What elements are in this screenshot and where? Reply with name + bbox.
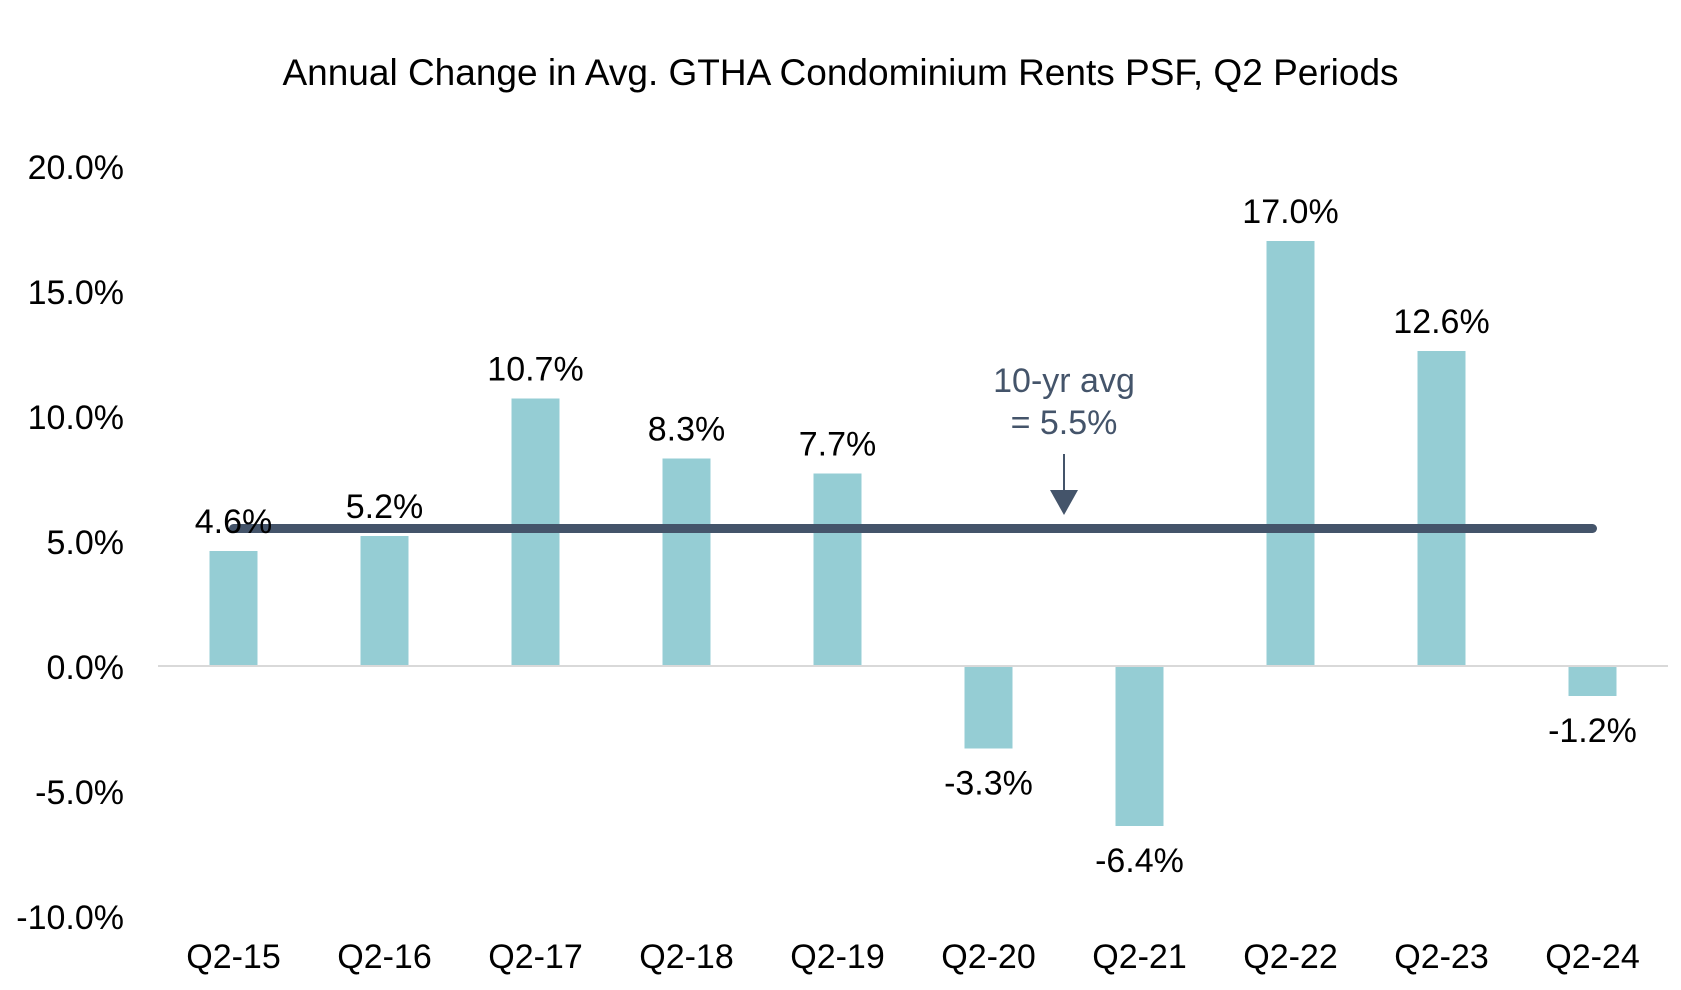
bar bbox=[662, 458, 711, 666]
data-label: -3.3% bbox=[944, 765, 1033, 803]
data-label: 7.7% bbox=[799, 426, 877, 464]
data-label: -6.4% bbox=[1095, 842, 1184, 880]
y-tick-label: 20.0% bbox=[28, 149, 124, 187]
y-tick-label: 5.0% bbox=[47, 524, 125, 562]
x-tick-label: Q2-20 bbox=[941, 938, 1036, 976]
bar bbox=[209, 551, 258, 666]
bar bbox=[1266, 241, 1315, 666]
data-label: 5.2% bbox=[346, 488, 424, 526]
annotation-arrow-head bbox=[1050, 490, 1078, 515]
bar bbox=[964, 666, 1013, 749]
x-tick-label: Q2-16 bbox=[337, 938, 432, 976]
bar bbox=[813, 473, 862, 666]
data-label: 4.6% bbox=[195, 503, 273, 541]
x-tick-label: Q2-21 bbox=[1092, 938, 1187, 976]
bar bbox=[1417, 351, 1466, 666]
data-label: 10.7% bbox=[487, 351, 583, 389]
chart-title: Annual Change in Avg. GTHA Condominium R… bbox=[282, 52, 1399, 93]
x-tick-label: Q2-23 bbox=[1394, 938, 1489, 976]
y-tick-label: -5.0% bbox=[35, 774, 124, 812]
data-label: 12.6% bbox=[1393, 303, 1489, 341]
x-tick-label: Q2-22 bbox=[1243, 938, 1338, 976]
bar bbox=[360, 536, 409, 666]
y-tick-label: 15.0% bbox=[28, 274, 124, 312]
bar bbox=[1115, 666, 1164, 826]
x-tick-label: Q2-19 bbox=[790, 938, 885, 976]
bar bbox=[1568, 666, 1617, 696]
x-tick-label: Q2-18 bbox=[639, 938, 734, 976]
data-label: -1.2% bbox=[1548, 712, 1637, 750]
y-tick-label: 10.0% bbox=[28, 399, 124, 437]
x-tick-label: Q2-24 bbox=[1545, 938, 1640, 976]
average-annotation-value: = 5.5% bbox=[1011, 404, 1118, 442]
x-tick-label: Q2-15 bbox=[186, 938, 281, 976]
x-tick-label: Q2-17 bbox=[488, 938, 583, 976]
y-tick-label: -10.0% bbox=[16, 899, 124, 937]
average-annotation-label: 10-yr avg bbox=[993, 362, 1135, 400]
y-tick-label: 0.0% bbox=[47, 649, 125, 687]
data-label: 17.0% bbox=[1242, 193, 1338, 231]
data-label: 8.3% bbox=[648, 411, 726, 449]
